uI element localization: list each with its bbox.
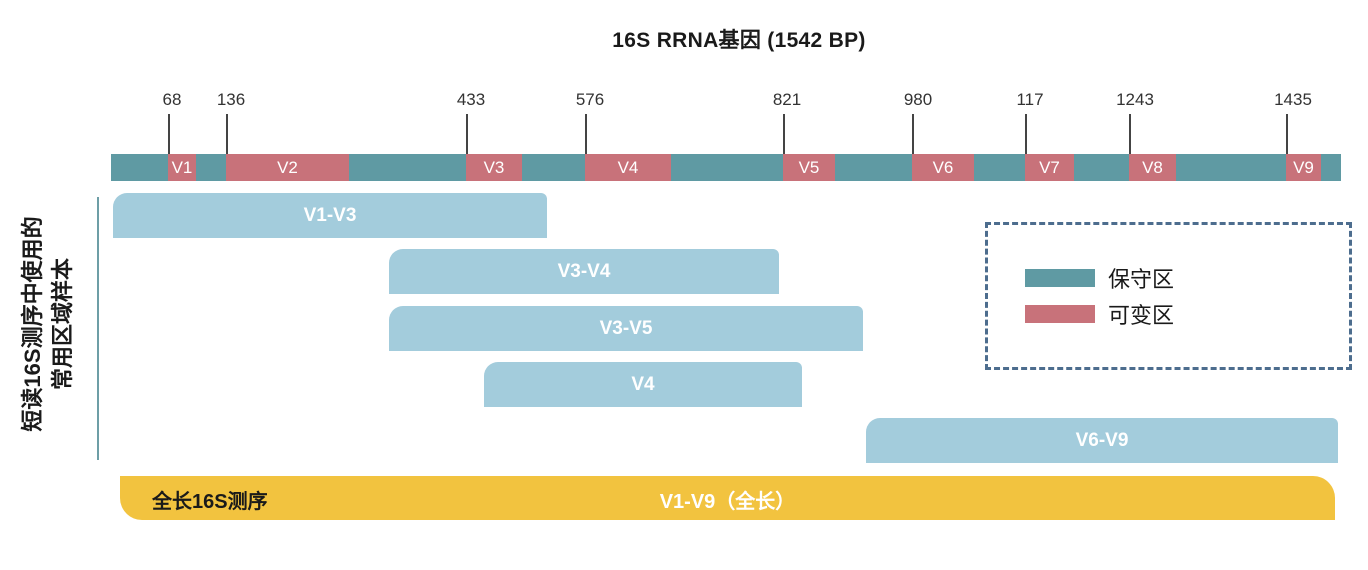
tick-line-576: [585, 114, 587, 156]
segment-v3-v4: V3-V4: [389, 249, 779, 294]
region-v2: V2: [226, 154, 349, 181]
segment-v6-v9: V6-V9: [866, 418, 1338, 463]
segment-v1-v3: V1-V3: [113, 193, 547, 238]
region-v9: V9: [1286, 154, 1321, 181]
full-length-label: 全长16S测序: [152, 491, 268, 513]
segment-v3-v5: V3-V5: [389, 306, 863, 351]
tick-line-136: [226, 114, 228, 156]
full-length-range: V1-V9（全长）: [659, 491, 796, 513]
tick-line-980: [912, 114, 914, 156]
tick-label-117: 117: [1016, 90, 1044, 109]
region-v8: V8: [1129, 154, 1176, 181]
tick-label-821: 821: [772, 90, 802, 109]
region-v4: V4: [585, 154, 671, 181]
legend-swatch-conserved: [1025, 269, 1095, 287]
segment-v4: V4: [484, 362, 802, 407]
full-length-bar: [120, 476, 1335, 520]
tick-line-117: [1025, 114, 1027, 156]
y-axis-line: [97, 197, 99, 460]
tick-line-1435: [1286, 114, 1288, 156]
region-v1: V1: [168, 154, 196, 181]
tick-label-1435: 1435: [1274, 90, 1312, 109]
tick-line-68: [168, 114, 170, 156]
tick-label-980: 980: [903, 90, 933, 109]
tick-label-433: 433: [456, 90, 486, 109]
tick-line-1243: [1129, 114, 1131, 156]
tick-label-68: 68: [162, 90, 182, 109]
tick-line-433: [466, 114, 468, 156]
region-v3: V3: [466, 154, 522, 181]
tick-label-1243: 1243: [1116, 90, 1154, 109]
region-v7: V7: [1025, 154, 1074, 181]
region-v5: V5: [783, 154, 835, 181]
tick-label-136: 136: [216, 90, 246, 109]
tick-label-576: 576: [575, 90, 605, 109]
y-axis-label-line2: 常用区域样本: [50, 258, 75, 391]
y-axis-label-line1: 短读16S测序中使用的: [20, 216, 45, 432]
region-v6: V6: [912, 154, 974, 181]
legend-label-variable: 可变区: [1108, 303, 1175, 328]
tick-line-821: [783, 114, 785, 156]
diagram-title: 16S RRNA基因 (1542 BP): [612, 29, 866, 52]
legend-box: 保守区 可变区: [985, 222, 1352, 370]
legend-swatch-variable: [1025, 305, 1095, 323]
y-axis-label: 短读16S测序中使用的 常用区域样本: [18, 188, 78, 460]
legend-label-conserved: 保守区: [1108, 267, 1175, 292]
